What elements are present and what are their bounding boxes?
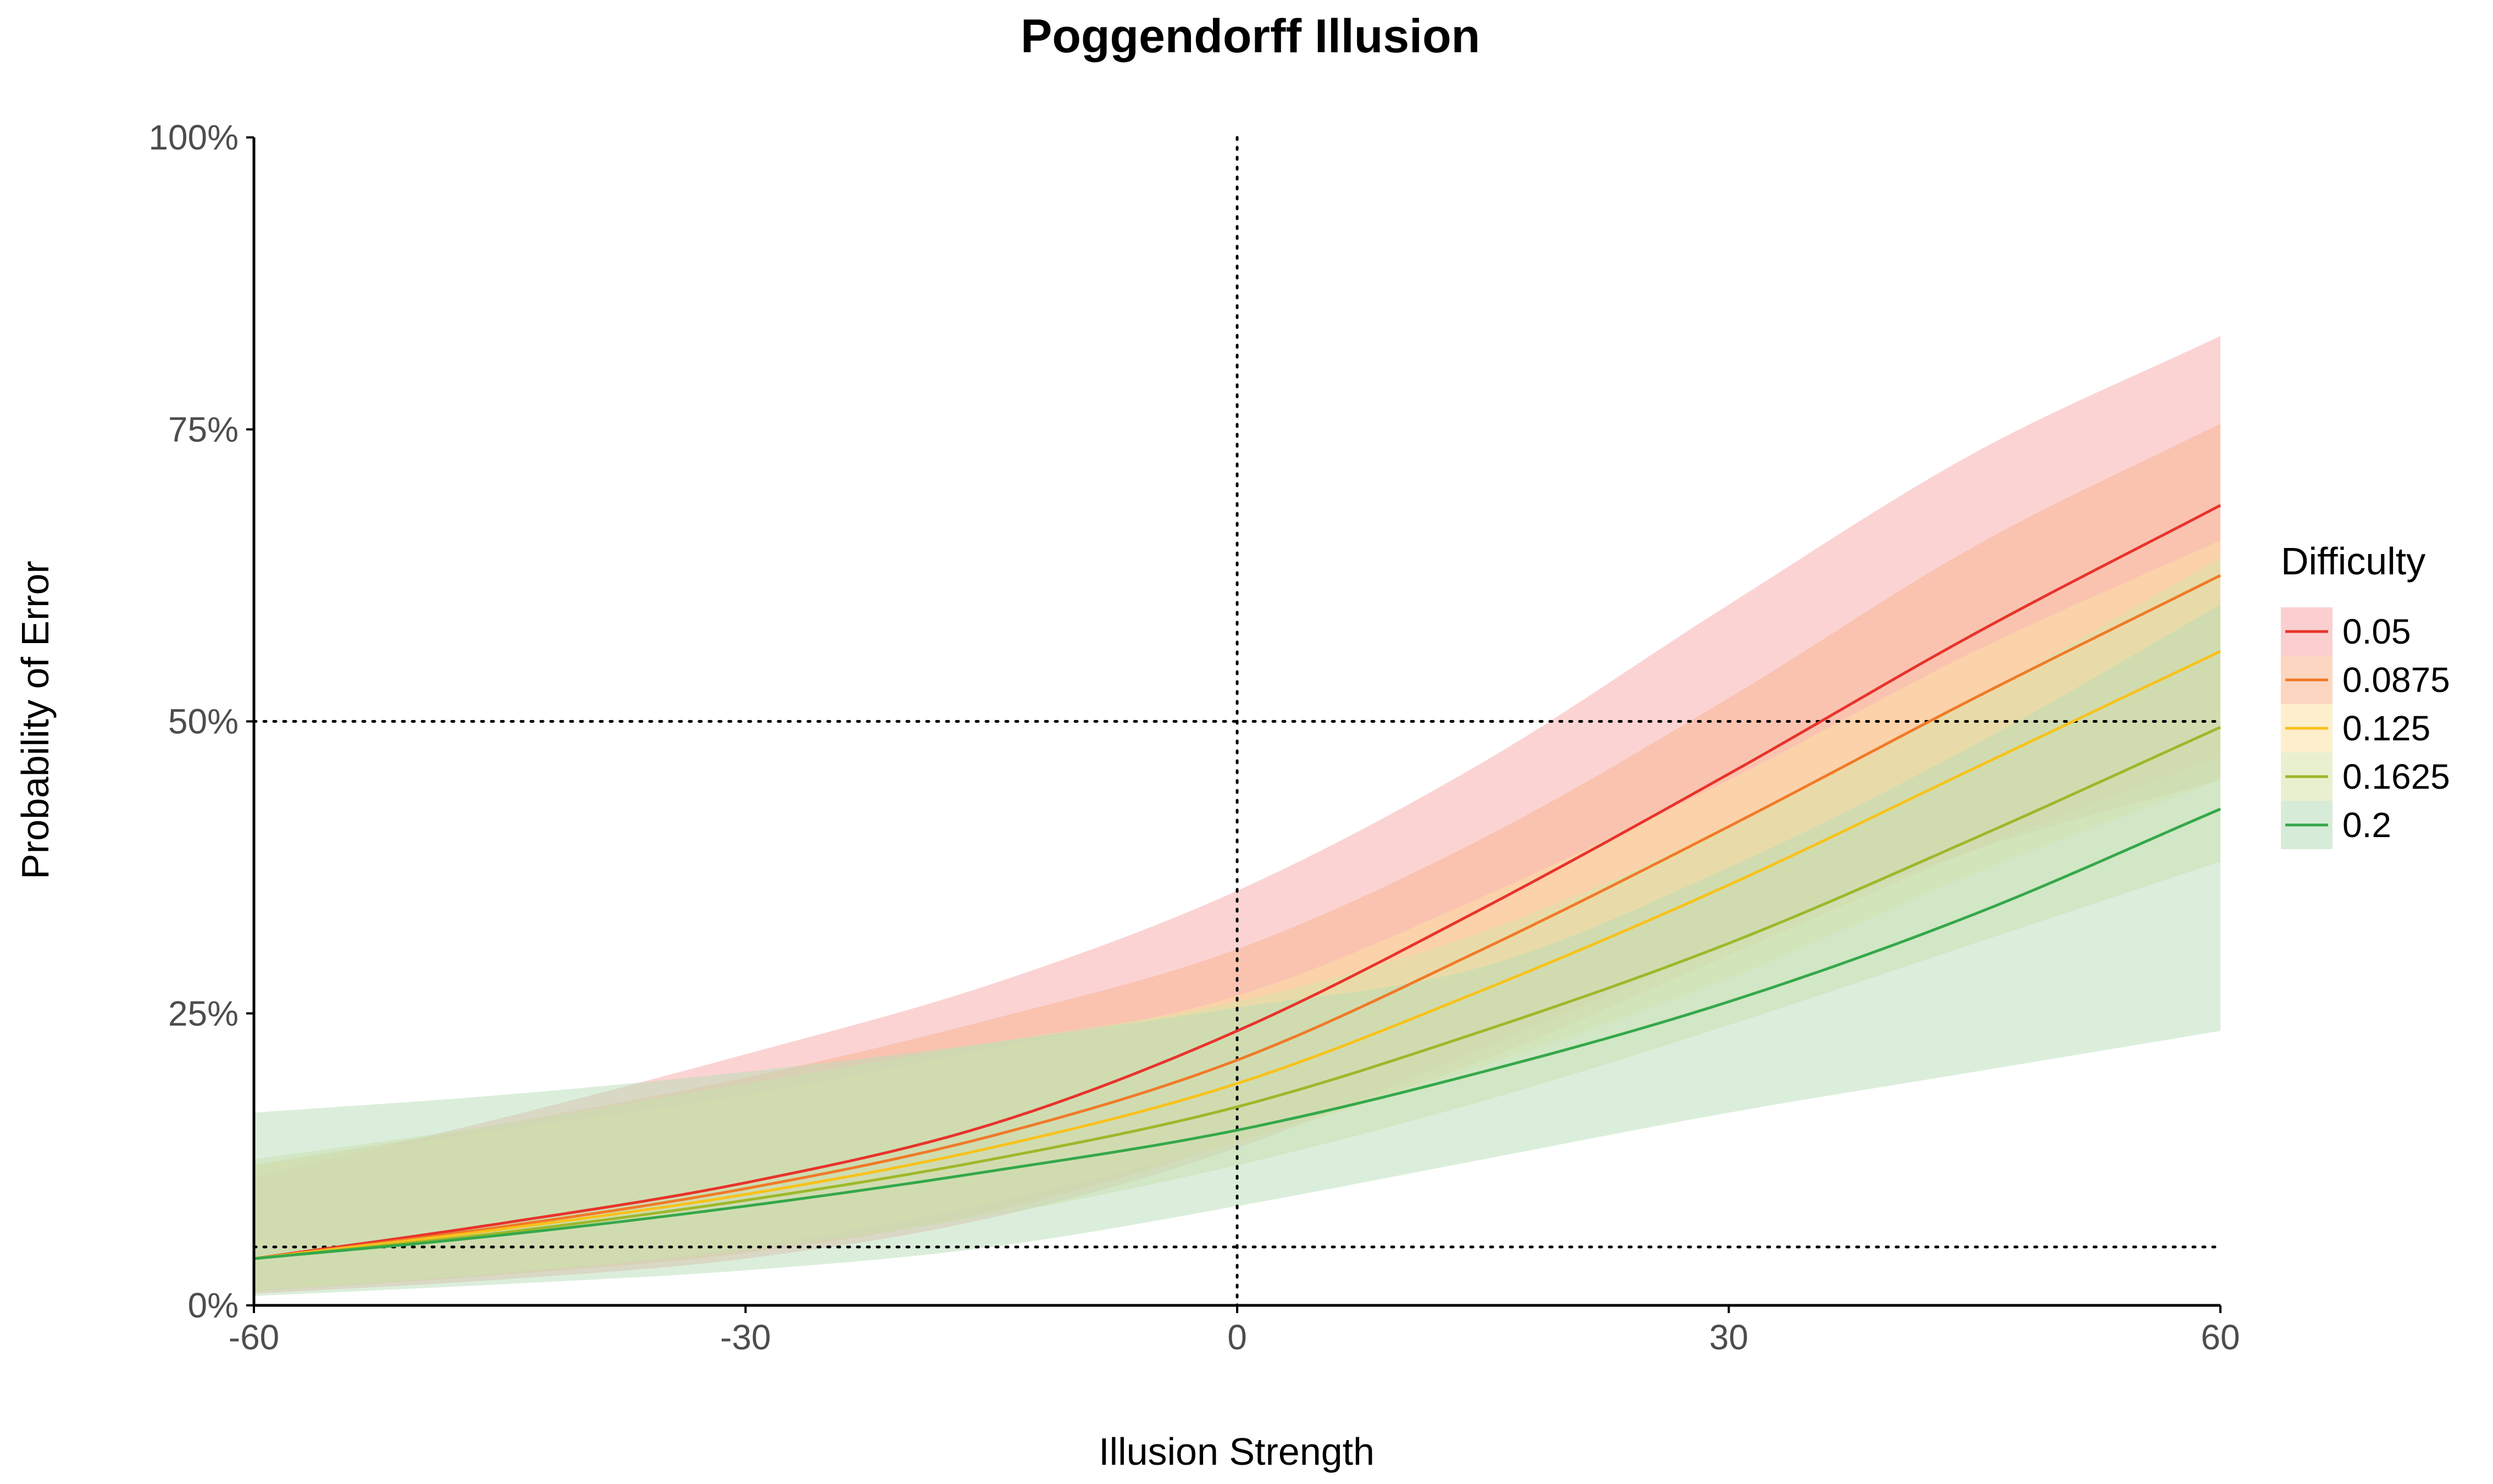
y-ticks: 0% 25% 50% 75% 100% <box>148 118 254 1325</box>
chart-title: Poggendorff Illusion <box>1021 10 1480 63</box>
ribbon-series-0 <box>254 336 2220 1294</box>
line-series-2 <box>253 650 2221 1260</box>
line-series-1 <box>253 574 2221 1260</box>
legend-title: Difficulty <box>2281 540 2425 583</box>
x-axis-title: Illusion Strength <box>1099 1430 1375 1473</box>
x-tick-label-1: -30 <box>720 1317 771 1357</box>
ribbon-series-4 <box>254 605 2220 1296</box>
x-ticks: -60 -30 0 30 60 <box>229 1305 2240 1357</box>
y-tick-label-2: 50% <box>168 702 239 741</box>
legend-label-2: 0.125 <box>2342 708 2430 748</box>
x-tick-label-2: 0 <box>1227 1317 1247 1357</box>
legend-label-4: 0.2 <box>2342 805 2391 845</box>
legend-label-3: 0.1625 <box>2342 757 2450 796</box>
y-tick-label-3: 75% <box>168 409 239 449</box>
line-series-3 <box>253 726 2221 1260</box>
legend-label-1: 0.0875 <box>2342 660 2450 700</box>
confidence-bands <box>254 336 2220 1296</box>
y-tick-label-4: 100% <box>148 118 239 157</box>
y-tick-label-1: 25% <box>168 994 239 1033</box>
series-lines <box>253 504 2221 1260</box>
x-tick-label-4: 60 <box>2201 1317 2240 1357</box>
line-series-4 <box>253 807 2221 1260</box>
x-tick-label-3: 30 <box>1709 1317 1748 1357</box>
reference-lines <box>252 136 2222 1307</box>
legend: Difficulty 0.05 0.0875 0.125 0.1625 0.2 <box>2281 540 2450 849</box>
y-tick-label-0: 0% <box>188 1286 239 1325</box>
legend-label-0: 0.05 <box>2342 612 2411 651</box>
x-tick-label-0: -60 <box>229 1317 280 1357</box>
y-axis-title: Probability of Error <box>14 561 57 879</box>
line-series-0 <box>253 504 2221 1260</box>
